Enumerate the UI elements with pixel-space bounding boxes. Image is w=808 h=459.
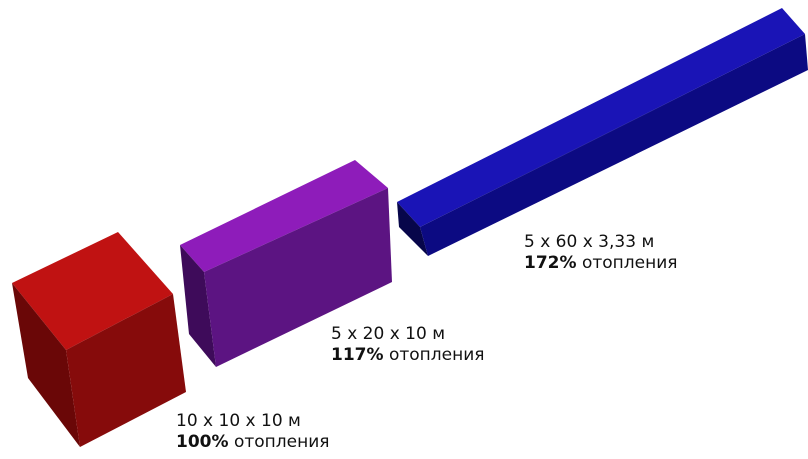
beam-block [397, 8, 808, 256]
beam-label: 5 x 60 x 3,33 м 172% отопления [524, 232, 677, 274]
slab-front-face [204, 188, 392, 367]
beam-heating-line: 172% отопления [524, 253, 677, 274]
cube-left-face [12, 283, 80, 447]
slab-heating-percent: 117% [331, 345, 384, 365]
beam-left-face [397, 202, 428, 256]
slab-block [180, 160, 392, 367]
cube-front-face [66, 294, 186, 447]
cube-dimensions: 10 x 10 x 10 м [176, 411, 301, 431]
beam-top-face [397, 8, 805, 227]
slab-top-face [180, 160, 388, 272]
slab-heating-suffix: отопления [388, 345, 485, 365]
slab-heating-line: 117% отопления [331, 345, 484, 366]
slab-dimensions: 5 x 20 x 10 м [331, 324, 446, 344]
beam-heating-percent: 172% [524, 253, 577, 273]
cube-heating-line: 100% отопления [176, 432, 329, 453]
cube-label: 10 x 10 x 10 м 100% отопления [176, 411, 329, 453]
cube-top-face [12, 232, 173, 350]
cube-heating-percent: 100% [176, 432, 229, 452]
cube-block [12, 232, 186, 447]
beam-heating-suffix: отопления [581, 253, 678, 273]
cube-heating-suffix: отопления [233, 432, 330, 452]
slab-label: 5 x 20 x 10 м 117% отопления [331, 324, 484, 366]
slab-left-face [180, 245, 216, 367]
beam-dimensions: 5 x 60 x 3,33 м [524, 232, 655, 252]
beam-front-face [420, 34, 808, 256]
